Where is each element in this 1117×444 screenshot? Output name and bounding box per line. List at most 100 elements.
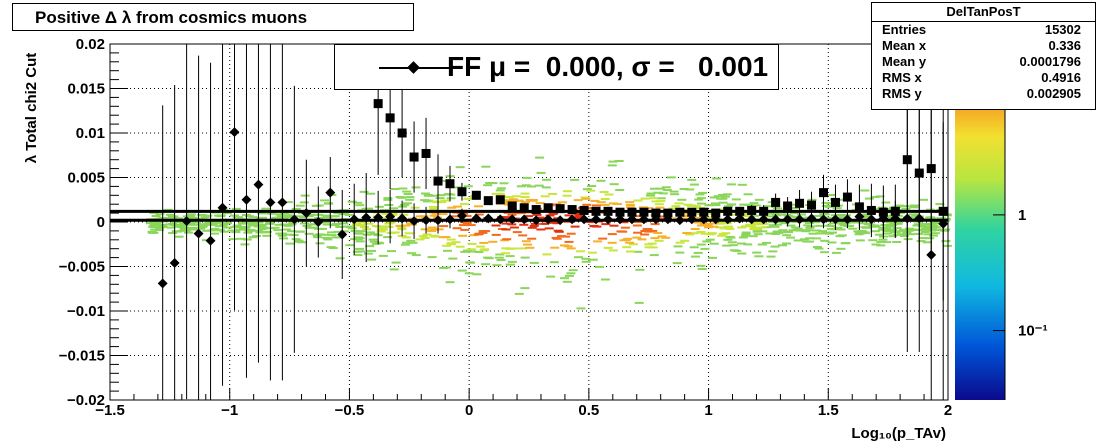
density-cell bbox=[882, 241, 892, 244]
density-cell bbox=[870, 230, 880, 233]
density-cell bbox=[672, 262, 682, 265]
density-cell bbox=[599, 191, 609, 193]
density-cell bbox=[335, 257, 345, 260]
density-cell bbox=[460, 250, 470, 253]
density-cell bbox=[355, 247, 365, 250]
density-cell bbox=[930, 232, 940, 235]
density-cell bbox=[876, 240, 886, 243]
diamond-point bbox=[579, 214, 590, 225]
density-cell bbox=[188, 228, 198, 231]
density-cell bbox=[704, 204, 714, 207]
density-cell bbox=[408, 241, 418, 244]
density-cell bbox=[753, 233, 763, 236]
density-cell bbox=[921, 228, 931, 230]
x-tick-label: 0 bbox=[465, 402, 473, 419]
density-cell bbox=[600, 198, 610, 200]
density-cell bbox=[786, 224, 796, 227]
square-point bbox=[543, 203, 553, 213]
y-tick-label: −0.005 bbox=[59, 259, 105, 276]
density-cell bbox=[635, 268, 645, 271]
density-cell bbox=[593, 240, 603, 243]
density-cell bbox=[208, 223, 218, 226]
density-cell bbox=[330, 224, 340, 227]
density-cell bbox=[573, 213, 583, 216]
density-cell bbox=[941, 240, 951, 243]
profile-points bbox=[157, 44, 949, 400]
density-cells bbox=[146, 156, 952, 310]
density-cell bbox=[367, 249, 376, 252]
density-cell bbox=[542, 253, 552, 256]
density-cell bbox=[697, 202, 706, 205]
density-cell bbox=[625, 204, 635, 206]
density-cell bbox=[708, 222, 718, 225]
square-point bbox=[795, 198, 805, 208]
density-cell bbox=[323, 216, 332, 219]
density-cell bbox=[881, 201, 891, 204]
density-cell bbox=[712, 177, 722, 180]
diamond-point bbox=[157, 278, 168, 289]
density-cell bbox=[632, 224, 642, 227]
density-cell bbox=[682, 232, 692, 234]
density-cell bbox=[826, 227, 836, 230]
density-cell bbox=[621, 239, 631, 241]
diamond-point bbox=[193, 228, 204, 239]
x-tick-label: 1 bbox=[704, 402, 712, 419]
density-cell bbox=[231, 207, 241, 210]
density-cell bbox=[797, 213, 806, 216]
diamond-point bbox=[169, 257, 180, 268]
density-cell bbox=[545, 214, 555, 217]
density-cell bbox=[339, 212, 349, 215]
density-cell bbox=[766, 255, 776, 258]
density-cell bbox=[521, 184, 531, 187]
diamond-point bbox=[241, 194, 252, 205]
square-point bbox=[495, 195, 505, 205]
density-cell bbox=[654, 239, 664, 242]
density-cell bbox=[255, 231, 265, 234]
density-cell bbox=[507, 223, 517, 226]
density-cell bbox=[653, 232, 663, 234]
density-cell bbox=[151, 215, 161, 217]
density-cell bbox=[406, 222, 416, 225]
density-cell bbox=[391, 261, 401, 264]
density-cell bbox=[822, 224, 831, 227]
square-point bbox=[421, 148, 431, 158]
density-cell bbox=[838, 214, 848, 217]
density-cell bbox=[600, 278, 610, 281]
density-cell bbox=[257, 212, 267, 215]
density-cell bbox=[236, 237, 246, 240]
density-cell bbox=[548, 212, 558, 215]
density-cell bbox=[540, 222, 550, 225]
density-cell bbox=[527, 226, 537, 229]
density-cell bbox=[418, 235, 428, 238]
density-cell bbox=[596, 201, 606, 204]
density-cell bbox=[771, 233, 781, 235]
density-cell bbox=[529, 261, 539, 264]
density-cell bbox=[228, 238, 238, 241]
x-tick-label: −1.5 bbox=[95, 402, 125, 419]
density-cell bbox=[552, 222, 562, 225]
density-cell bbox=[429, 214, 439, 217]
diamond-point bbox=[555, 215, 566, 226]
density-cell bbox=[384, 225, 394, 228]
density-cell bbox=[623, 237, 633, 240]
density-cell bbox=[359, 190, 369, 193]
density-cell bbox=[914, 232, 924, 235]
density-cell bbox=[407, 223, 417, 226]
density-cell bbox=[792, 215, 802, 218]
density-cell bbox=[922, 241, 932, 244]
density-cell bbox=[356, 230, 366, 233]
density-cell bbox=[522, 176, 532, 179]
density-cell bbox=[198, 214, 207, 217]
density-cell bbox=[875, 195, 885, 198]
y-tick-label: 0.02 bbox=[76, 36, 105, 53]
density-cell bbox=[609, 224, 619, 227]
stats-row: RMS x 0.4916 bbox=[872, 70, 1095, 86]
density-cell bbox=[918, 237, 928, 240]
density-cell bbox=[595, 265, 604, 268]
x-tick-label: 2 bbox=[944, 402, 952, 419]
square-point bbox=[555, 204, 565, 214]
diamond-point bbox=[217, 202, 228, 213]
density-cell bbox=[677, 198, 687, 201]
square-point bbox=[866, 205, 876, 215]
diamond-point bbox=[818, 214, 829, 225]
